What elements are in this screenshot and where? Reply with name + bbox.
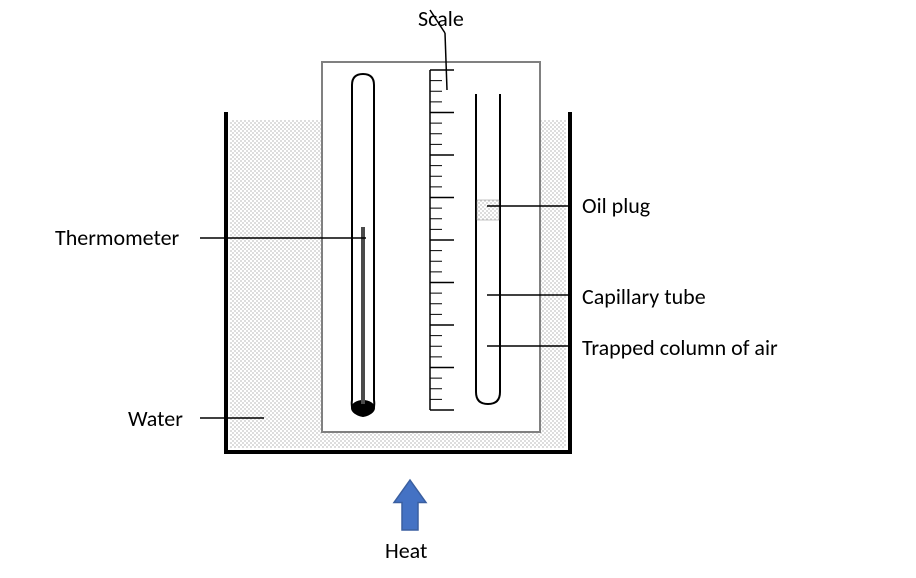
label-thermometer: Thermometer xyxy=(55,224,179,251)
label-oil-plug: Oil plug xyxy=(582,192,650,219)
label-trapped-air: Trapped column of air xyxy=(582,334,778,361)
label-water: Water xyxy=(128,405,183,432)
label-capillary-tube: Capillary tube xyxy=(582,283,706,310)
label-scale: Scale xyxy=(418,5,464,32)
apparatus-diagram xyxy=(0,0,916,573)
diagram-container: Scale Thermometer Water Oil plug Capilla… xyxy=(0,0,916,573)
label-heat: Heat xyxy=(385,537,427,564)
